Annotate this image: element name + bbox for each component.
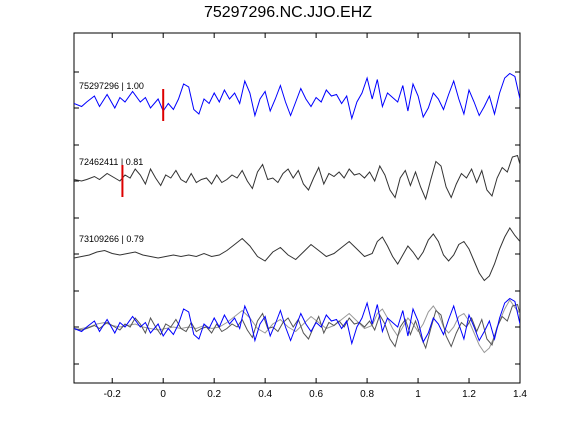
- x-tick-label: -0.2: [104, 389, 122, 400]
- axes-box: [73, 32, 521, 384]
- x-tick-label: 0.6: [309, 389, 323, 400]
- overlay-line-0: [74, 297, 520, 346]
- trace-line-2: [74, 227, 520, 282]
- x-tick-label: 0.4: [258, 389, 272, 400]
- trace-label-2: 73109266 | 0.79: [79, 234, 144, 244]
- overlay-line-1: [74, 303, 520, 350]
- x-tick-label: 1.2: [462, 389, 476, 400]
- chart-title: 75297296.NC.JJO.EHZ: [203, 4, 373, 21]
- trace-label-0: 75297296 | 1.00: [79, 81, 144, 91]
- trace-line-1: [74, 154, 520, 201]
- trace-label-1: 72462411 | 0.81: [79, 157, 143, 167]
- x-tick-label: 1: [415, 389, 421, 400]
- x-tick-label: 0.8: [360, 389, 374, 400]
- x-tick-label: 0: [160, 389, 166, 400]
- traces-group: [74, 72, 520, 354]
- x-tick-label: 1.4: [513, 389, 527, 400]
- x-tick-label: 0.2: [207, 389, 221, 400]
